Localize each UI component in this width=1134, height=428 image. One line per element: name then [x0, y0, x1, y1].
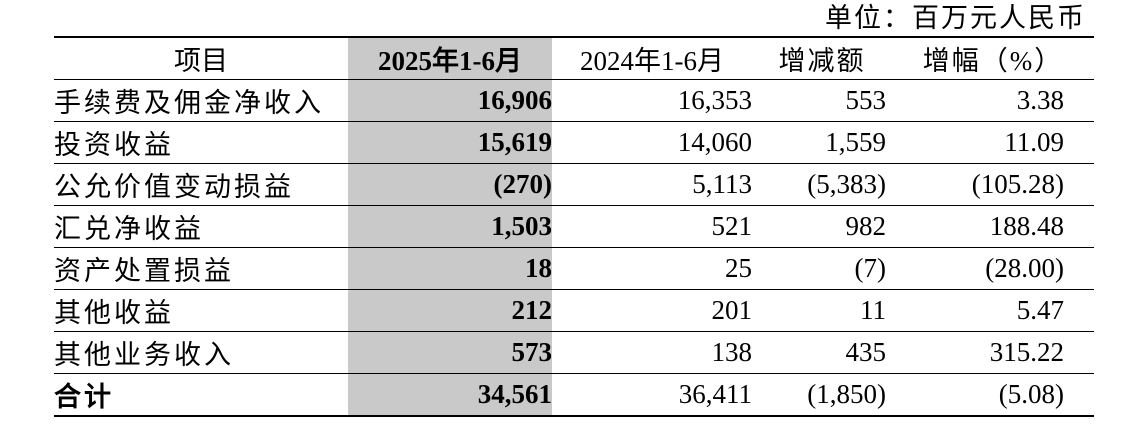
row-previous: 14,060: [677, 127, 752, 157]
income-table: 项目 2025年1-6月 2024年1-6月 增减额 增幅（%） 手续费及佣金净…: [54, 36, 1094, 417]
row-change: 553: [845, 85, 887, 115]
row-change: (5,383): [807, 169, 886, 199]
row-change: 1,559: [825, 127, 886, 157]
header-previous-period: 2024年1-6月: [580, 46, 724, 76]
total-change-pct: (5.08): [998, 379, 1064, 409]
row-item: 公允价值变动损益: [54, 172, 294, 202]
row-change-pct: 188.48: [989, 211, 1064, 241]
row-previous: 16,353: [677, 85, 752, 115]
row-current: 1,503: [348, 205, 552, 248]
row-item: 其他收益: [54, 298, 174, 328]
total-row: 合计 34,561 36,411 (1,850) (5.08): [54, 373, 1094, 416]
row-previous: 521: [711, 211, 753, 241]
unit-label: 单位：百万元人民币: [825, 3, 1086, 33]
row-item: 手续费及佣金净收入: [54, 88, 324, 118]
row-change-pct: 3.38: [1016, 85, 1064, 115]
row-previous: 25: [725, 253, 752, 283]
header-item: 项目: [174, 46, 228, 76]
row-item: 其他业务收入: [54, 340, 234, 370]
row-change-pct: 315.22: [989, 337, 1064, 367]
row-previous: 201: [711, 295, 753, 325]
row-change: (7): [854, 253, 886, 283]
table-row: 汇兑净收益 1,503 521 982 188.48: [54, 205, 1094, 248]
row-current: 16,906: [348, 79, 552, 122]
table-row: 其他收益 212 201 11 5.47: [54, 289, 1094, 332]
row-change: 982: [845, 211, 887, 241]
total-change: (1,850): [807, 379, 886, 409]
header-current-period: 2025年1-6月: [348, 37, 552, 80]
row-current: 18: [348, 247, 552, 290]
header-change: 增减额: [778, 46, 866, 76]
total-item: 合计: [54, 382, 114, 412]
table-row: 其他业务收入 573 138 435 315.22: [54, 331, 1094, 374]
row-item: 投资收益: [54, 130, 174, 160]
row-change: 435: [845, 337, 887, 367]
table-row: 投资收益 15,619 14,060 1,559 11.09: [54, 121, 1094, 164]
table-row: 资产处置损益 18 25 (7) (28.00): [54, 247, 1094, 290]
table-row: 公允价值变动损益 (270) 5,113 (5,383) (105.28): [54, 163, 1094, 206]
row-change-pct: 11.09: [1004, 127, 1064, 157]
row-change-pct: (28.00): [985, 253, 1064, 283]
row-item: 资产处置损益: [54, 256, 234, 286]
row-current: 15,619: [348, 121, 552, 164]
row-previous: 5,113: [692, 169, 752, 199]
row-current: 212: [348, 289, 552, 332]
row-current: (270): [348, 163, 552, 206]
table-row: 手续费及佣金净收入 16,906 16,353 553 3.38: [54, 79, 1094, 122]
row-current: 573: [348, 331, 552, 374]
total-previous: 36,411: [678, 379, 752, 409]
row-change-pct: (105.28): [971, 169, 1064, 199]
row-previous: 138: [711, 337, 753, 367]
row-item: 汇兑净收益: [54, 214, 204, 244]
row-change-pct: 5.47: [1016, 295, 1064, 325]
row-change: 11: [860, 295, 886, 325]
header-change-pct: 增幅（%）: [922, 46, 1064, 76]
header-row: 项目 2025年1-6月 2024年1-6月 增减额 增幅（%）: [54, 37, 1094, 80]
total-current: 34,561: [348, 373, 552, 416]
